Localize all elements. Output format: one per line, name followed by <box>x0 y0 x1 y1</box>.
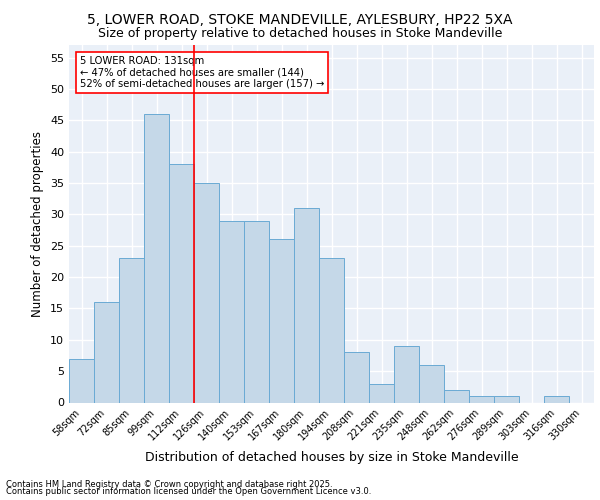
Text: Size of property relative to detached houses in Stoke Mandeville: Size of property relative to detached ho… <box>98 28 502 40</box>
Bar <box>94 302 119 402</box>
Bar <box>219 220 244 402</box>
Text: Contains HM Land Registry data © Crown copyright and database right 2025.: Contains HM Land Registry data © Crown c… <box>6 480 332 489</box>
Text: Contains public sector information licensed under the Open Government Licence v3: Contains public sector information licen… <box>6 487 371 496</box>
Y-axis label: Number of detached properties: Number of detached properties <box>31 130 44 317</box>
Bar <box>394 346 419 403</box>
Bar <box>294 208 319 402</box>
Bar <box>169 164 194 402</box>
Bar <box>469 396 494 402</box>
Bar <box>119 258 144 402</box>
Bar <box>419 365 444 403</box>
Text: 5 LOWER ROAD: 131sqm
← 47% of detached houses are smaller (144)
52% of semi-deta: 5 LOWER ROAD: 131sqm ← 47% of detached h… <box>79 56 324 89</box>
Text: 5, LOWER ROAD, STOKE MANDEVILLE, AYLESBURY, HP22 5XA: 5, LOWER ROAD, STOKE MANDEVILLE, AYLESBU… <box>87 12 513 26</box>
Bar <box>494 396 519 402</box>
Bar <box>319 258 344 402</box>
Bar <box>269 240 294 402</box>
Bar <box>369 384 394 402</box>
Bar <box>244 220 269 402</box>
Bar <box>544 396 569 402</box>
Bar <box>144 114 169 403</box>
Bar <box>344 352 369 403</box>
Bar <box>69 358 94 403</box>
Bar <box>194 183 219 402</box>
Bar <box>444 390 469 402</box>
X-axis label: Distribution of detached houses by size in Stoke Mandeville: Distribution of detached houses by size … <box>145 450 518 464</box>
